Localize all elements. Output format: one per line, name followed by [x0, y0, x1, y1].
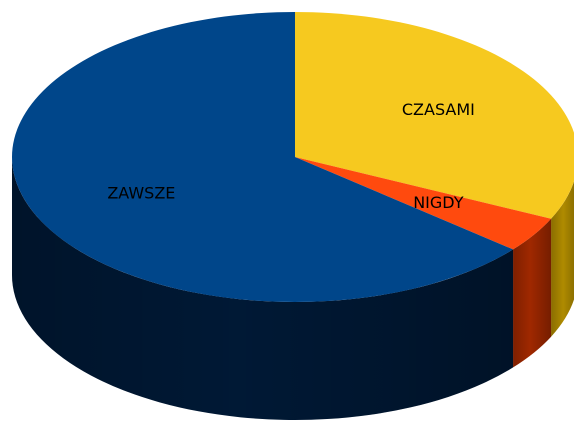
slice-label: NIGDY — [413, 193, 464, 212]
slice-side-shade — [513, 218, 552, 368]
slice-side-shade — [12, 157, 514, 421]
slice — [295, 157, 552, 250]
slice-label: CZASAMI — [402, 100, 475, 119]
slice-side-shade — [551, 181, 574, 337]
labels: CZASAMI NIGDY ZAWSZE — [107, 100, 475, 212]
sides — [12, 157, 574, 421]
slice — [295, 12, 574, 219]
slice — [11, 12, 514, 303]
slice-label: ZAWSZE — [107, 184, 175, 203]
tops — [11, 12, 574, 303]
